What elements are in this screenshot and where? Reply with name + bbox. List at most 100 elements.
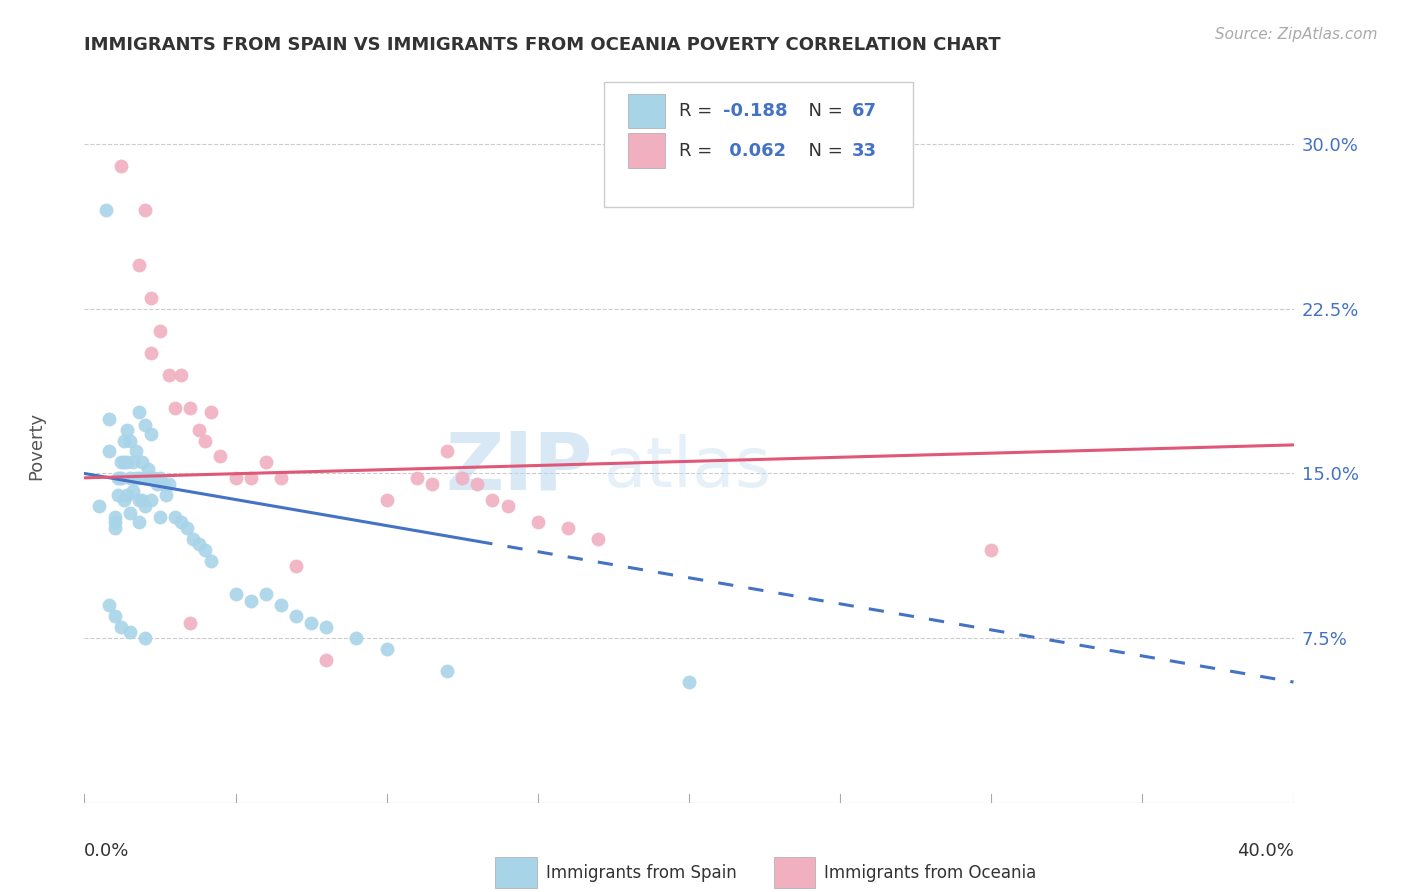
Text: atlas: atlas — [605, 434, 772, 501]
Point — [527, 515, 550, 529]
Point — [270, 471, 292, 485]
Text: 33: 33 — [852, 142, 877, 160]
Point — [149, 324, 172, 338]
Point — [97, 598, 120, 612]
Point — [94, 202, 117, 217]
Point — [118, 506, 141, 520]
Point — [131, 492, 153, 507]
Point — [406, 471, 429, 485]
Point — [170, 368, 193, 382]
Point — [134, 202, 156, 217]
Point — [104, 515, 127, 529]
Point — [128, 492, 150, 507]
Point — [134, 418, 156, 433]
Point — [139, 291, 162, 305]
Point — [121, 483, 143, 498]
Point — [128, 258, 150, 272]
Point — [188, 423, 211, 437]
Text: N =: N = — [797, 103, 848, 120]
Point — [157, 477, 180, 491]
Point — [149, 510, 172, 524]
Point — [104, 609, 127, 624]
Point — [128, 515, 150, 529]
Point — [225, 587, 247, 601]
Point — [152, 477, 174, 491]
Text: 67: 67 — [852, 103, 877, 120]
FancyBboxPatch shape — [495, 857, 537, 888]
Point — [110, 471, 132, 485]
Point — [179, 401, 201, 415]
Point — [678, 675, 700, 690]
Point — [110, 620, 132, 634]
Point — [118, 471, 141, 485]
Point — [179, 615, 201, 630]
Text: ZIP: ZIP — [444, 428, 592, 507]
Point — [200, 554, 222, 568]
Point — [420, 477, 443, 491]
Point — [128, 405, 150, 419]
Point — [125, 444, 148, 458]
Point — [134, 471, 156, 485]
Point — [481, 492, 503, 507]
FancyBboxPatch shape — [605, 82, 912, 207]
Point — [134, 500, 156, 514]
Point — [155, 488, 177, 502]
Point — [149, 471, 172, 485]
Point — [104, 521, 127, 535]
Point — [285, 558, 308, 573]
Point — [115, 488, 138, 502]
FancyBboxPatch shape — [628, 134, 665, 168]
Point — [121, 455, 143, 469]
Point — [136, 462, 159, 476]
Text: Poverty: Poverty — [27, 412, 45, 480]
Point — [375, 492, 398, 507]
Text: Immigrants from Oceania: Immigrants from Oceania — [824, 863, 1036, 881]
Point — [134, 631, 156, 645]
Point — [225, 471, 247, 485]
Point — [285, 609, 308, 624]
Text: 0.062: 0.062 — [723, 142, 786, 160]
Point — [139, 492, 162, 507]
Text: IMMIGRANTS FROM SPAIN VS IMMIGRANTS FROM OCEANIA POVERTY CORRELATION CHART: IMMIGRANTS FROM SPAIN VS IMMIGRANTS FROM… — [84, 36, 1001, 54]
Text: Immigrants from Spain: Immigrants from Spain — [547, 863, 737, 881]
Point — [299, 615, 322, 630]
Point — [436, 664, 458, 678]
Point — [131, 455, 153, 469]
Text: -0.188: -0.188 — [723, 103, 787, 120]
Point — [181, 533, 204, 547]
Point — [176, 521, 198, 535]
Point — [315, 653, 337, 667]
Point — [110, 159, 132, 173]
Point — [107, 471, 129, 485]
Point — [139, 471, 162, 485]
Point — [118, 624, 141, 639]
Point — [194, 543, 217, 558]
Point — [125, 471, 148, 485]
Point — [239, 594, 262, 608]
Text: Source: ZipAtlas.com: Source: ZipAtlas.com — [1215, 27, 1378, 42]
Point — [128, 471, 150, 485]
Point — [165, 401, 187, 415]
Point — [200, 405, 222, 419]
Point — [139, 426, 162, 441]
Point — [112, 434, 135, 448]
Point — [588, 533, 610, 547]
Point — [194, 434, 217, 448]
Point — [110, 455, 132, 469]
Point — [170, 515, 193, 529]
Text: 0.0%: 0.0% — [84, 842, 129, 860]
Point — [254, 455, 277, 469]
Point — [97, 411, 120, 425]
Text: N =: N = — [797, 142, 848, 160]
Point — [89, 500, 111, 514]
Point — [115, 423, 138, 437]
Point — [496, 500, 519, 514]
FancyBboxPatch shape — [628, 95, 665, 128]
Point — [557, 521, 579, 535]
Point — [315, 620, 337, 634]
Point — [112, 455, 135, 469]
Text: R =: R = — [679, 103, 718, 120]
Point — [97, 444, 120, 458]
Point — [436, 444, 458, 458]
Point — [165, 510, 187, 524]
